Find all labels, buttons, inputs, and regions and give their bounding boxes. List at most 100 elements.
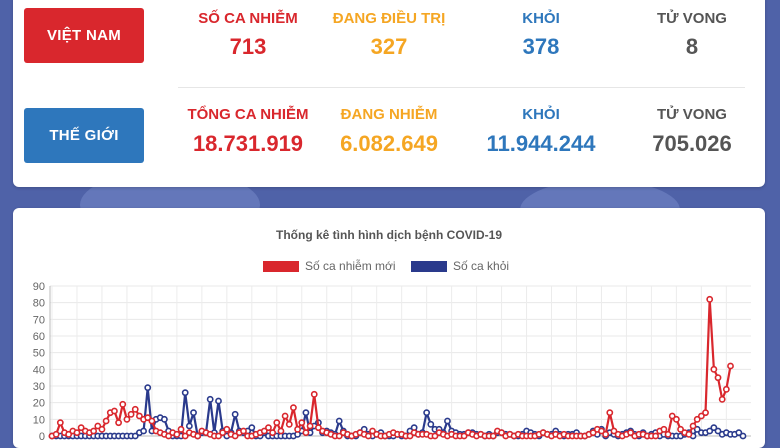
- data-point-0: [610, 427, 618, 435]
- vietnam-row: VIỆT NAM SỐ CA NHIỄM 713 ĐANG ĐIỀU TRỊ 3…: [13, 0, 765, 80]
- world-active-label: ĐANG NHIỄM: [340, 106, 438, 123]
- vn-treating-label: ĐANG ĐIỀU TRỊ: [332, 10, 446, 27]
- data-point-0: [90, 427, 98, 435]
- data-point-0: [689, 422, 697, 430]
- data-point-0: [52, 430, 60, 438]
- data-point-0: [94, 422, 102, 430]
- data-point-1: [144, 384, 152, 392]
- vn-recovered-value: 378: [522, 34, 560, 59]
- y-tick-label: 30: [33, 381, 45, 393]
- data-point-0: [223, 425, 231, 433]
- data-point-0: [127, 410, 135, 418]
- data-point-0: [56, 419, 64, 427]
- vietnam-tab-button[interactable]: VIỆT NAM: [24, 8, 144, 63]
- data-point-0: [660, 425, 668, 433]
- data-point-0: [260, 427, 268, 435]
- vn-deaths-stat: TỬ VONG 8: [617, 0, 767, 60]
- data-point-0: [369, 427, 376, 435]
- vn-cases-label: SỐ CA NHIỄM: [198, 10, 298, 27]
- vn-treating-value: 327: [370, 34, 408, 59]
- vn-cases-value: 713: [229, 34, 267, 59]
- chart-card: Thống kê tình hình dịch bệnh COVID-19 Số…: [13, 208, 765, 448]
- legend-label-recovered: Số ca khỏi: [453, 259, 510, 273]
- legend-swatch-recovered: [411, 260, 447, 272]
- data-point-1: [190, 409, 197, 417]
- data-point-0: [115, 419, 123, 427]
- data-point-0: [710, 365, 718, 373]
- data-point-0: [718, 395, 726, 403]
- y-tick-label: 80: [33, 298, 45, 310]
- data-point-0: [285, 420, 293, 428]
- data-point-0: [77, 424, 85, 432]
- data-point-0: [294, 425, 301, 433]
- data-point-0: [664, 430, 672, 438]
- world-deaths-stat: TỬ VONG 705.026: [617, 94, 767, 157]
- legend-swatch-new-cases: [263, 260, 299, 272]
- data-point-0: [131, 405, 139, 413]
- data-point-0: [277, 427, 285, 435]
- world-recovered-label: KHỎI: [522, 106, 560, 123]
- vn-deaths-value: 8: [685, 34, 699, 59]
- data-point-1: [444, 417, 451, 425]
- row-divider: [178, 87, 745, 88]
- vn-cases-stat: SỐ CA NHIỄM 713: [173, 0, 323, 60]
- chart-title: Thống kê tình hình dịch bệnh COVID-19: [276, 228, 502, 242]
- data-point-1: [231, 410, 239, 418]
- data-point-0: [219, 429, 227, 437]
- legend-item-recovered[interactable]: Số ca khỏi: [411, 259, 509, 273]
- world-cases-value: 18.731.919: [192, 131, 304, 156]
- y-tick-label: 70: [33, 314, 45, 326]
- data-point-0: [65, 430, 73, 438]
- y-tick-label: 90: [33, 281, 45, 293]
- data-point-1: [302, 409, 310, 417]
- data-point-1: [706, 427, 714, 435]
- data-point-1: [710, 424, 718, 432]
- data-point-0: [290, 404, 297, 412]
- data-point-0: [269, 429, 277, 437]
- world-tab-button[interactable]: THẾ GIỚI: [24, 108, 144, 163]
- data-point-0: [119, 400, 127, 408]
- vn-treating-stat: ĐANG ĐIỀU TRỊ 327: [314, 0, 464, 60]
- data-point-0: [111, 407, 118, 415]
- data-point-0: [702, 409, 709, 417]
- data-point-0: [98, 425, 106, 433]
- world-deaths-label: TỬ VONG: [657, 106, 727, 123]
- data-point-0: [706, 295, 714, 303]
- data-point-0: [173, 430, 181, 438]
- data-point-0: [177, 425, 185, 433]
- world-active-value: 6.082.649: [340, 131, 438, 156]
- world-row: THẾ GIỚI TỔNG CA NHIỄM 18.731.919 ĐANG N…: [13, 94, 765, 180]
- data-point-1: [160, 415, 168, 423]
- data-point-0: [685, 430, 693, 438]
- data-point-1: [181, 389, 189, 397]
- data-point-1: [215, 397, 222, 405]
- world-recovered-value: 11.944.244: [486, 131, 596, 156]
- world-active-stat: ĐANG NHIỄM 6.082.649: [314, 94, 464, 157]
- data-point-0: [602, 430, 610, 438]
- chart-legend: Số ca nhiễm mới Số ca khỏi: [13, 259, 765, 275]
- data-point-1: [427, 420, 435, 428]
- data-point-0: [315, 424, 322, 432]
- vn-recovered-label: KHỎI: [522, 10, 560, 27]
- data-point-0: [714, 374, 722, 382]
- legend-label-new-cases: Số ca nhiễm mới: [305, 259, 396, 273]
- data-point-0: [136, 412, 143, 420]
- y-tick-label: 50: [33, 348, 45, 360]
- data-point-0: [722, 385, 730, 393]
- data-point-0: [627, 429, 635, 437]
- data-point-0: [306, 422, 314, 430]
- data-point-0: [144, 414, 152, 422]
- data-point-0: [668, 412, 676, 420]
- data-point-0: [265, 424, 272, 432]
- data-point-0: [102, 417, 110, 425]
- data-point-0: [273, 419, 281, 427]
- data-point-0: [148, 417, 156, 425]
- vn-deaths-label: TỬ VONG: [657, 10, 727, 27]
- data-point-0: [693, 415, 701, 423]
- legend-item-new-cases[interactable]: Số ca nhiễm mới: [263, 259, 396, 273]
- y-tick-label: 0: [39, 431, 45, 443]
- y-tick-label: 60: [33, 331, 45, 343]
- data-point-1: [714, 427, 722, 435]
- data-point-0: [298, 419, 306, 427]
- data-point-0: [697, 412, 705, 420]
